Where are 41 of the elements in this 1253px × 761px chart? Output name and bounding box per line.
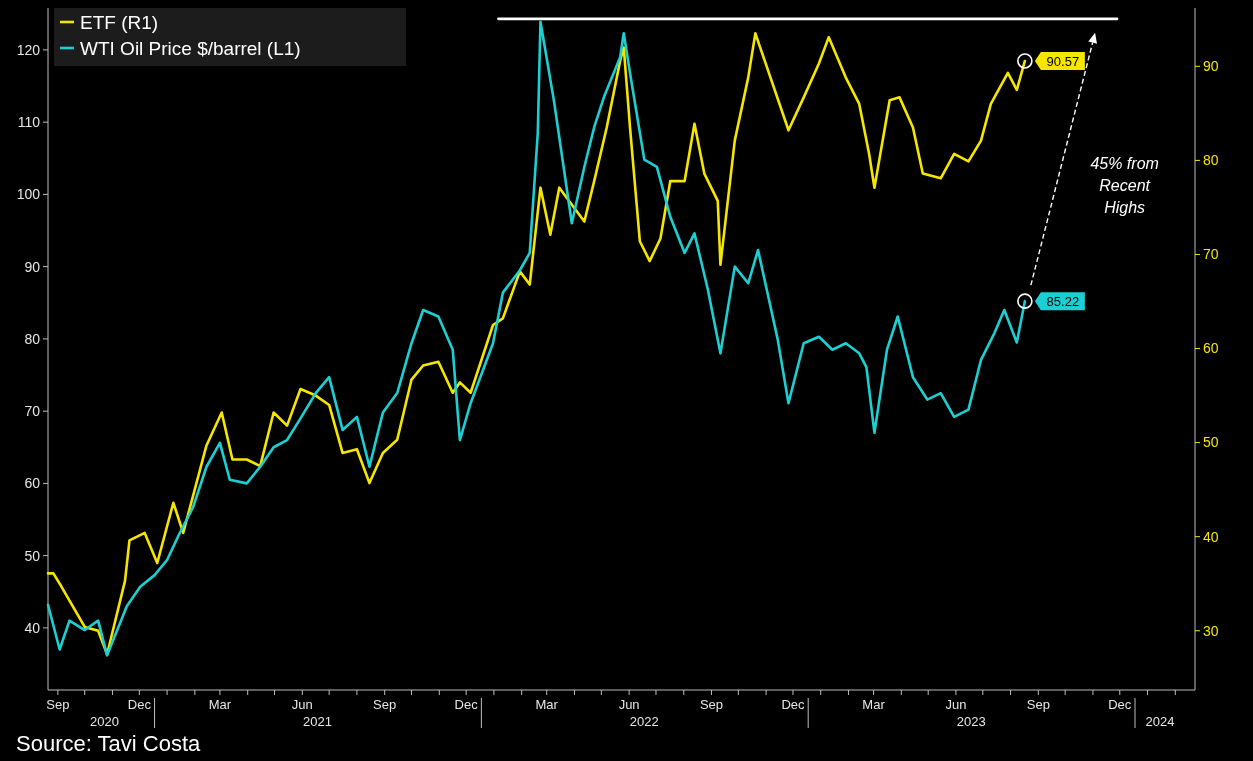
x-tick-label: Dec	[454, 697, 479, 712]
data-label: 85.22	[1046, 293, 1080, 309]
x-tick-label: Mar	[862, 697, 886, 712]
y2-tick-label: 80	[1203, 152, 1219, 169]
y2-tick-label: 90	[1203, 58, 1219, 75]
y2-tick-label: 30	[1203, 622, 1219, 639]
x-tick-label: Sep	[1026, 697, 1050, 712]
y2-tick-label: 40	[1203, 528, 1219, 545]
annotation: 45% from Recent Highs	[1090, 155, 1159, 217]
x2-tick-label: 2023	[956, 714, 986, 729]
y2-tick-label: 70	[1203, 246, 1219, 263]
y2-tick-label: 60	[1203, 340, 1219, 357]
legend-label: WTI Oil Price $/barrel (L1)	[80, 37, 301, 59]
y-tick-label: 80	[24, 330, 41, 347]
x2-tick-label: 2022	[629, 714, 659, 729]
x-tick-label: Jun	[945, 697, 967, 712]
y2-tick-label: 50	[1203, 434, 1219, 451]
x-tick-label: Jun	[291, 697, 313, 712]
x-tick-label: Dec	[127, 697, 152, 712]
y-tick-label: 50	[24, 547, 41, 564]
x-tick-label: Sep	[46, 697, 70, 712]
data-label: 90.57	[1046, 53, 1080, 69]
y-tick-label: 120	[16, 41, 41, 58]
x2-tick-label: 2021	[303, 714, 332, 729]
y-tick-label: 60	[24, 475, 41, 492]
y-tick-label: 90	[24, 258, 41, 275]
x-tick-label: Sep	[373, 697, 397, 712]
y-tick-label: 100	[16, 186, 41, 203]
x-tick-label: Jun	[618, 697, 640, 712]
x2-tick-label: 2024	[1145, 714, 1175, 729]
x-tick-label: Dec	[1108, 697, 1132, 712]
source-note: Source: Tavi Costa	[16, 731, 201, 756]
x-tick-label: Dec	[781, 697, 806, 712]
x-tick-label: Mar	[208, 697, 232, 712]
x-tick-label: Sep	[699, 697, 724, 712]
legend-label: ETF (R1)	[80, 11, 159, 33]
x2-tick-label: 2020	[89, 714, 119, 729]
y-tick-label: 110	[17, 114, 41, 131]
x-tick-label: Mar	[535, 697, 559, 712]
y-tick-label: 40	[24, 619, 41, 636]
y-tick-label: 70	[24, 403, 41, 420]
